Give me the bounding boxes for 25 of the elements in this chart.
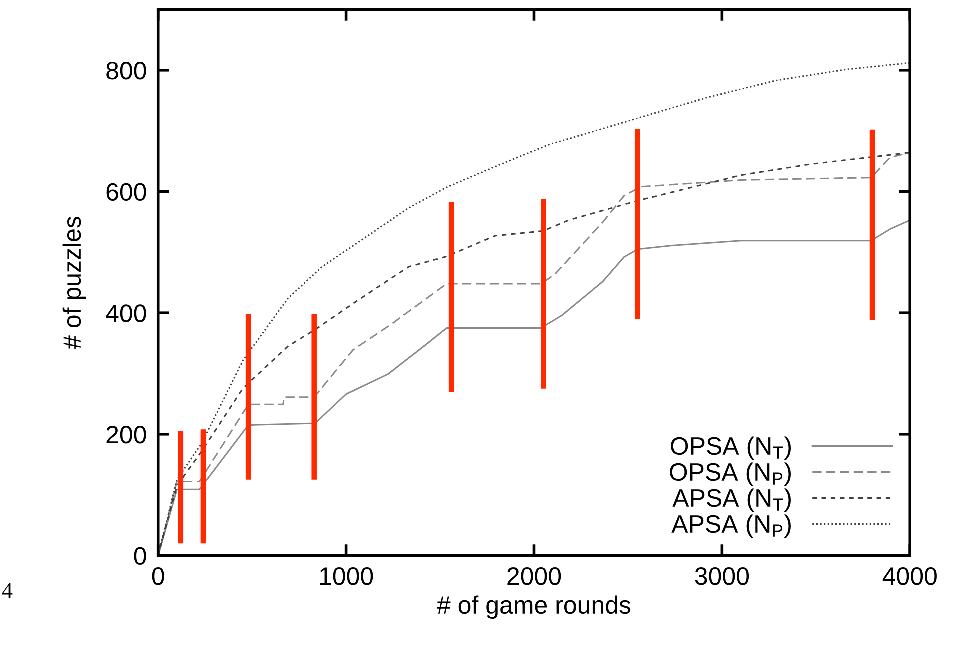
legend-label: APSA (N$_{T}$) — [672, 488, 791, 512]
bar — [200, 430, 206, 544]
bar — [178, 431, 184, 544]
x-tick-label: 3000 — [695, 568, 750, 586]
y-tick-label: 200 — [106, 426, 146, 444]
y-tick-label: 400 — [106, 304, 146, 322]
y-tick-label: 800 — [106, 62, 146, 80]
bar — [634, 129, 640, 320]
bar — [246, 314, 252, 480]
y-tick-label: 600 — [106, 183, 146, 202]
x-tick-label: 2000 — [508, 568, 562, 586]
x-tick-label: 0 — [152, 568, 164, 586]
bar — [541, 199, 546, 389]
bar — [870, 130, 876, 320]
y-axis-title: # of puzzles — [62, 216, 86, 350]
legend-label: APSA (N$_{P}$) — [672, 514, 791, 538]
x-tick-label: 1000 — [320, 568, 374, 586]
text: 4 — [2, 583, 13, 598]
x-tick-label: 4000 — [882, 568, 937, 586]
legend-label: OPSA (N$_{P}$) — [670, 462, 791, 486]
bar — [448, 202, 454, 392]
bar — [312, 314, 317, 480]
y-tick-label: 0 — [134, 547, 146, 566]
legend-label: OPSA (N$_{T}$) — [671, 436, 792, 460]
x-axis-title: # of game rounds — [437, 596, 631, 620]
